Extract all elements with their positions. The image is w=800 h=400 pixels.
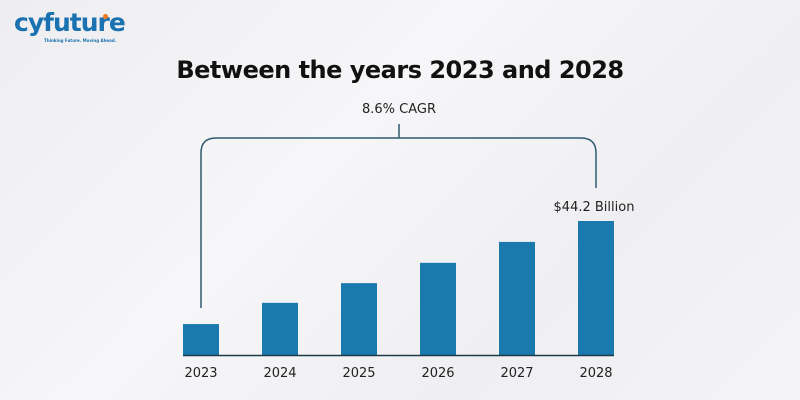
logo-text: cyfuture xyxy=(14,8,126,37)
x-tick-label: 2026 xyxy=(421,366,454,381)
x-tick-label: 2025 xyxy=(342,366,375,381)
bar-2025 xyxy=(341,283,377,355)
cagr-label: 8.6% CAGR xyxy=(362,102,436,117)
bar-2026 xyxy=(420,262,456,355)
value-label-2028: $44.2 Billion xyxy=(554,200,635,215)
x-tick-label: 2023 xyxy=(184,366,217,381)
cyfuture-logo: cyfuture Thinking Future. Moving Ahead. xyxy=(14,8,126,43)
bar-2024 xyxy=(262,302,298,355)
x-tick-label: 2024 xyxy=(263,366,296,381)
chart-title: Between the years 2023 and 2028 xyxy=(176,56,624,84)
logo-dot-icon xyxy=(103,14,108,19)
bar-2027 xyxy=(499,241,535,355)
cagr-bracket xyxy=(200,124,597,308)
bar-2023 xyxy=(183,324,219,355)
x-tick-label: 2028 xyxy=(579,366,612,381)
bar-2028 xyxy=(578,221,614,355)
x-tick-label: 2027 xyxy=(500,366,533,381)
logo-tagline: Thinking Future. Moving Ahead. xyxy=(44,38,117,43)
